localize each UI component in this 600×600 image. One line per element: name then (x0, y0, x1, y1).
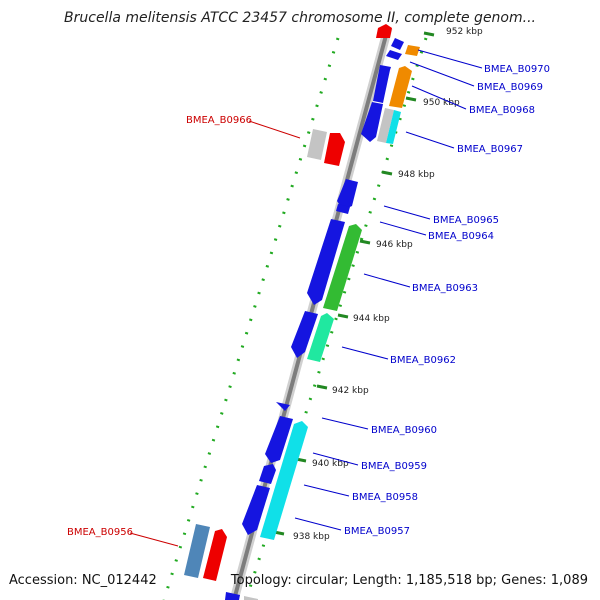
gene-arrow-cyan-0959[interactable] (260, 421, 308, 540)
leader-line (405, 131, 455, 149)
gene-arrow-red-top[interactable] (376, 24, 392, 38)
accession-text: Accession: NC_012442 (9, 573, 157, 588)
gene-label[interactable]: BMEA_B0968 (469, 105, 535, 116)
gene-arrow-cyan[interactable] (386, 110, 401, 144)
leader-line (312, 452, 359, 466)
gene-arrow-blue[interactable] (276, 402, 290, 411)
gene-label[interactable]: BMEA_B0965 (433, 215, 499, 226)
gene-arrow-blue[interactable] (373, 65, 391, 103)
tick-label: 950 kbp (423, 98, 460, 108)
gene-arrow-grey-0966[interactable] (307, 129, 327, 160)
gene-arrow-blue-0965[interactable] (337, 179, 358, 210)
gene-label[interactable]: BMEA_B0963 (412, 283, 478, 294)
gene-arrow-mint-0962[interactable] (307, 313, 334, 362)
gene-arrow-blue-0962[interactable] (291, 311, 318, 358)
leader-line (417, 49, 483, 69)
gene-label[interactable]: BMEA_B0957 (344, 526, 410, 537)
leader-line (248, 120, 301, 139)
gene-arrow-blue-0959[interactable] (259, 464, 276, 484)
gene-arrow-orange[interactable] (405, 45, 420, 56)
gene-arrow-green-0963[interactable] (323, 224, 362, 311)
gene-arrow-blue[interactable] (391, 38, 404, 50)
gene-arrow-grey[interactable] (244, 596, 258, 600)
gene-arrow-blue[interactable] (225, 592, 240, 600)
leader-line (411, 85, 467, 110)
tick-label: 942 kbp (332, 386, 369, 396)
gene-label[interactable]: BMEA_B0970 (484, 64, 550, 75)
gene-arrow-blue[interactable] (386, 50, 402, 60)
gene-label[interactable]: BMEA_B0960 (371, 425, 437, 436)
gene-arrow-blue-0963[interactable] (307, 219, 345, 305)
gene-arrow-orange[interactable] (389, 66, 412, 108)
tick-mark (423, 31, 435, 37)
gene-label[interactable]: BMEA_B0956 (67, 527, 133, 538)
leader-line (303, 484, 350, 497)
gene-arrow-blue-0958[interactable] (242, 485, 270, 535)
gene-label[interactable]: BMEA_B0967 (457, 144, 523, 155)
leader-line (379, 221, 427, 236)
tick-mark (316, 384, 328, 390)
tick-label: 946 kbp (376, 240, 413, 250)
leader-line (129, 532, 179, 547)
gene-label[interactable]: BMEA_B0966 (186, 115, 252, 126)
gene-arrow-blue[interactable] (361, 102, 383, 142)
tick-mark (405, 96, 417, 102)
tick-mark (337, 313, 349, 319)
tick-label: 952 kbp (446, 27, 483, 37)
gene-arrow-red-0966[interactable] (324, 133, 345, 166)
leader-line (341, 346, 389, 360)
topology-summary: Topology: circular; Length: 1,185,518 bp… (230, 573, 588, 588)
gene-arrow-blue-0960[interactable] (265, 416, 293, 463)
gene-label[interactable]: BMEA_B0959 (361, 461, 427, 472)
leader-line (363, 273, 411, 288)
gene-label[interactable]: BMEA_B0962 (390, 355, 456, 366)
gene-arrow-red-0956[interactable] (203, 529, 227, 581)
tick-mark (381, 170, 393, 176)
leader-line (409, 61, 475, 87)
gene-arrow-grey[interactable] (377, 108, 394, 143)
leader-line (294, 517, 342, 531)
dotted-track-left (162, 37, 340, 600)
gene-label[interactable]: BMEA_B0958 (352, 492, 418, 503)
map-title: Brucella melitensis ATCC 23457 chromosom… (64, 10, 536, 26)
tick-label: 948 kbp (398, 170, 435, 180)
gene-arrow-steel-0956[interactable] (184, 524, 210, 578)
tick-label: 938 kbp (293, 532, 330, 542)
gene-label[interactable]: BMEA_B0964 (428, 231, 494, 242)
tick-mark (359, 239, 371, 245)
gene-arrow-blue[interactable] (336, 204, 350, 214)
leader-line (321, 417, 369, 430)
gene-label[interactable]: BMEA_B0969 (477, 82, 543, 93)
leader-line (383, 205, 431, 220)
tick-label: 944 kbp (353, 314, 390, 324)
tick-label: 940 kbp (312, 459, 349, 469)
